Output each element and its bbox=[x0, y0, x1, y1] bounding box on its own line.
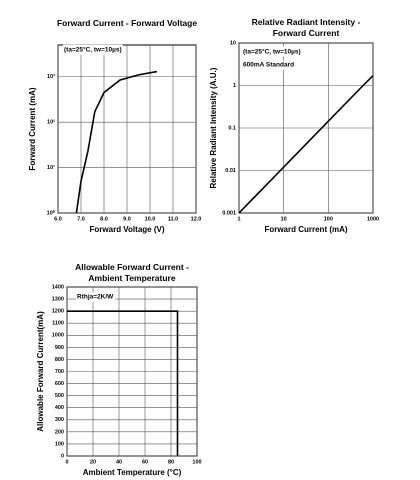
chart-title: Allowable Forward Current - Ambient Temp… bbox=[75, 262, 189, 283]
y-tick-label: 600 bbox=[55, 381, 64, 387]
y-axis-label: Allowable Forward Current(mA) bbox=[36, 311, 45, 432]
y-tick-label: 100 bbox=[55, 441, 64, 447]
y-tick-label: 500 bbox=[55, 393, 64, 399]
annotation-bg bbox=[76, 292, 116, 302]
y-axis-label: Forward Current (mA) bbox=[28, 87, 37, 170]
y-tick-label: 800 bbox=[55, 357, 64, 363]
annotation: (ta=25°C, tw=10µs) bbox=[64, 46, 122, 54]
x-tick-label: 7.0 bbox=[77, 216, 85, 222]
x-tick-label: 10.0 bbox=[145, 216, 156, 222]
y-tick-label: 0.1 bbox=[228, 125, 236, 131]
annotation-bg bbox=[242, 46, 302, 57]
y-tick-label: 10¹ bbox=[47, 164, 55, 171]
y-tick-label: 700 bbox=[55, 369, 64, 375]
y-tick-label: 0 bbox=[61, 453, 64, 459]
x-tick-label: 10 bbox=[281, 216, 287, 222]
y-tick-label: 0.01 bbox=[225, 168, 236, 174]
y-tick-label: 1000 bbox=[52, 333, 64, 339]
y-tick-label: 10⁰ bbox=[47, 209, 56, 216]
annotation-bg bbox=[242, 60, 296, 70]
x-tick-label: 1000 bbox=[367, 216, 379, 222]
data-line bbox=[67, 310, 179, 456]
x-tick-label: 9.0 bbox=[123, 216, 131, 222]
y-tick-label: 1300 bbox=[52, 297, 64, 303]
y-tick-label: 200 bbox=[55, 429, 64, 435]
x-tick-label: 8.0 bbox=[100, 216, 108, 222]
y-tick-label: 300 bbox=[55, 417, 64, 423]
x-tick-label: 100 bbox=[192, 459, 201, 465]
x-axis-label: Ambient Temperature (°C) bbox=[83, 468, 182, 477]
y-tick-label: 1200 bbox=[52, 309, 64, 315]
x-axis-label: Forward Current (mA) bbox=[264, 225, 347, 234]
x-tick-label: 100 bbox=[324, 216, 333, 222]
data-line bbox=[75, 70, 158, 214]
x-tick-label: 12.0 bbox=[191, 216, 202, 222]
y-axis-label: Relative Radiant Intensity (A.U.) bbox=[209, 67, 218, 188]
x-axis-label: Forward Voltage (V) bbox=[90, 225, 165, 234]
x-tick-label: 6.0 bbox=[54, 216, 62, 222]
y-tick-label: 900 bbox=[55, 345, 64, 351]
y-tick-label: 0.001 bbox=[222, 210, 236, 216]
chart-title: Forward Current - Forward Voltage bbox=[56, 18, 198, 28]
annotation: Rthja=2K/W bbox=[77, 294, 114, 301]
x-tick-label: 40 bbox=[116, 459, 122, 465]
y-tick-label: 10 bbox=[230, 40, 236, 46]
y-tick-label: 1100 bbox=[52, 321, 64, 327]
x-tick-label: 11.0 bbox=[168, 216, 178, 222]
x-tick-label: 0 bbox=[65, 459, 68, 465]
annotation: 600mA Standard bbox=[243, 62, 294, 69]
y-tick-label: 1 bbox=[233, 83, 236, 89]
chart-title: Relative Radiant Intensity - Forward Cur… bbox=[251, 17, 361, 38]
y-tick-label: 400 bbox=[55, 405, 64, 411]
x-tick-label: 20 bbox=[90, 459, 96, 465]
y-tick-label: 1400 bbox=[52, 284, 64, 290]
y-tick-label: 10² bbox=[47, 119, 55, 126]
x-tick-label: 60 bbox=[142, 459, 148, 465]
annotation: (ta=25°C, tw=10µs) bbox=[243, 48, 301, 56]
annotation-bg bbox=[63, 44, 123, 55]
x-tick-label: 1 bbox=[237, 216, 240, 222]
data-line bbox=[238, 75, 374, 214]
x-tick-label: 80 bbox=[168, 459, 174, 465]
y-tick-label: 10³ bbox=[47, 73, 55, 80]
